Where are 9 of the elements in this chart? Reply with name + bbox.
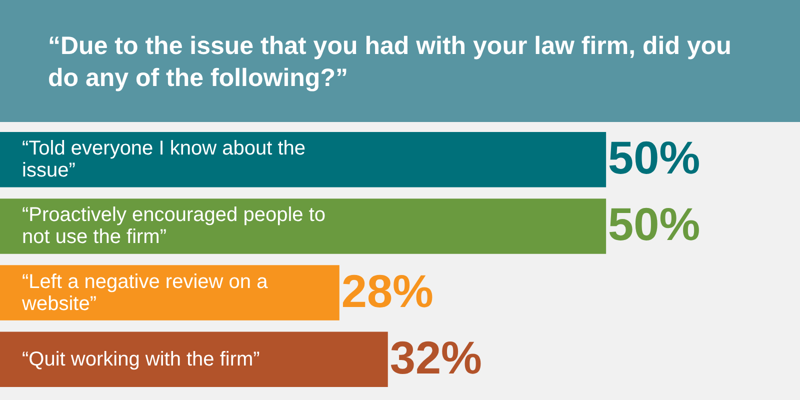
y-tick-label: “Told everyone I know about the issue” xyxy=(22,138,306,182)
y-tick-label: “Proactively encouraged people to not use the firm” xyxy=(22,204,326,248)
data-label: 50% xyxy=(608,198,700,250)
data-label: 50% xyxy=(608,132,700,184)
y-tick-label: “Left a negative review on a website” xyxy=(21,270,269,315)
y-tick-label: “Quit working with the firm” xyxy=(22,348,260,370)
chart-title: “Due to the issue that you had with your law firm, did you do any of the following?” xyxy=(0,0,800,122)
data-label: 28% xyxy=(341,264,434,317)
data-label: 32% xyxy=(390,331,482,384)
